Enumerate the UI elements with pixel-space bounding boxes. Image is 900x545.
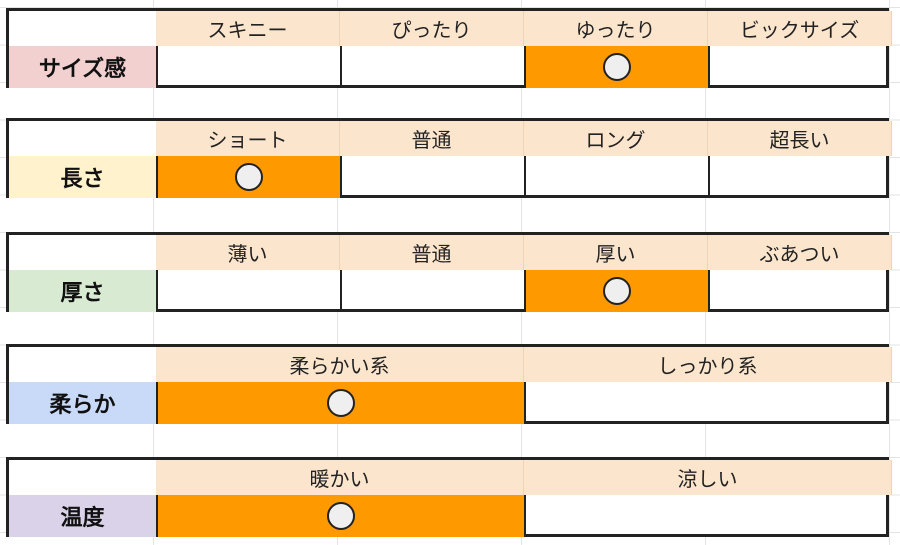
option-header: 涼しい: [524, 460, 892, 495]
option-cell[interactable]: [156, 156, 340, 198]
rating-block: 温度 暖かい 涼しい: [6, 457, 892, 537]
option-cell[interactable]: [156, 270, 340, 312]
option-header: ゆったり: [524, 11, 708, 46]
option-cell[interactable]: [524, 495, 892, 537]
option-header: 柔らかい系: [156, 347, 524, 382]
option-cell[interactable]: [156, 495, 524, 537]
option-cell[interactable]: [708, 270, 892, 312]
option-cell[interactable]: [708, 46, 892, 88]
option-header: 普通: [340, 121, 524, 156]
option-header: しっかり系: [524, 347, 892, 382]
rating-block: 厚さ 薄い 普通 厚い ぶあつい: [6, 232, 892, 312]
option-header: ショート: [156, 121, 340, 156]
option-header: 暖かい: [156, 460, 524, 495]
option-cell[interactable]: [340, 270, 524, 312]
option-cell[interactable]: [340, 156, 524, 198]
option-header: 薄い: [156, 235, 340, 270]
row-label: サイズ感: [9, 46, 156, 88]
option-cell[interactable]: [524, 382, 892, 424]
circle-icon: [327, 389, 355, 417]
option-header: 超長い: [708, 121, 892, 156]
rating-block: サイズ感 スキニー ぴったり ゆったり ビックサイズ: [6, 8, 892, 88]
row-label: 長さ: [9, 156, 156, 198]
option-cell[interactable]: [156, 382, 524, 424]
option-cell[interactable]: [524, 46, 708, 88]
option-header: ぶあつい: [708, 235, 892, 270]
option-header: スキニー: [156, 11, 340, 46]
rating-block: 柔らか 柔らかい系 しっかり系: [6, 344, 892, 424]
option-header: 厚い: [524, 235, 708, 270]
option-cell[interactable]: [340, 46, 524, 88]
row-label: 温度: [9, 495, 156, 537]
row-label: 柔らか: [9, 382, 156, 424]
option-header: ロング: [524, 121, 708, 156]
row-label: 厚さ: [9, 270, 156, 312]
option-cell[interactable]: [708, 156, 892, 198]
option-header: ぴったり: [340, 11, 524, 46]
rating-block: 長さ ショート 普通 ロング 超長い: [6, 118, 892, 198]
option-cell[interactable]: [156, 46, 340, 88]
circle-icon: [603, 277, 631, 305]
circle-icon: [603, 53, 631, 81]
option-cell[interactable]: [524, 156, 708, 198]
option-header: 普通: [340, 235, 524, 270]
option-cell[interactable]: [524, 270, 708, 312]
circle-icon: [327, 502, 355, 530]
circle-icon: [235, 163, 263, 191]
option-header: ビックサイズ: [708, 11, 892, 46]
